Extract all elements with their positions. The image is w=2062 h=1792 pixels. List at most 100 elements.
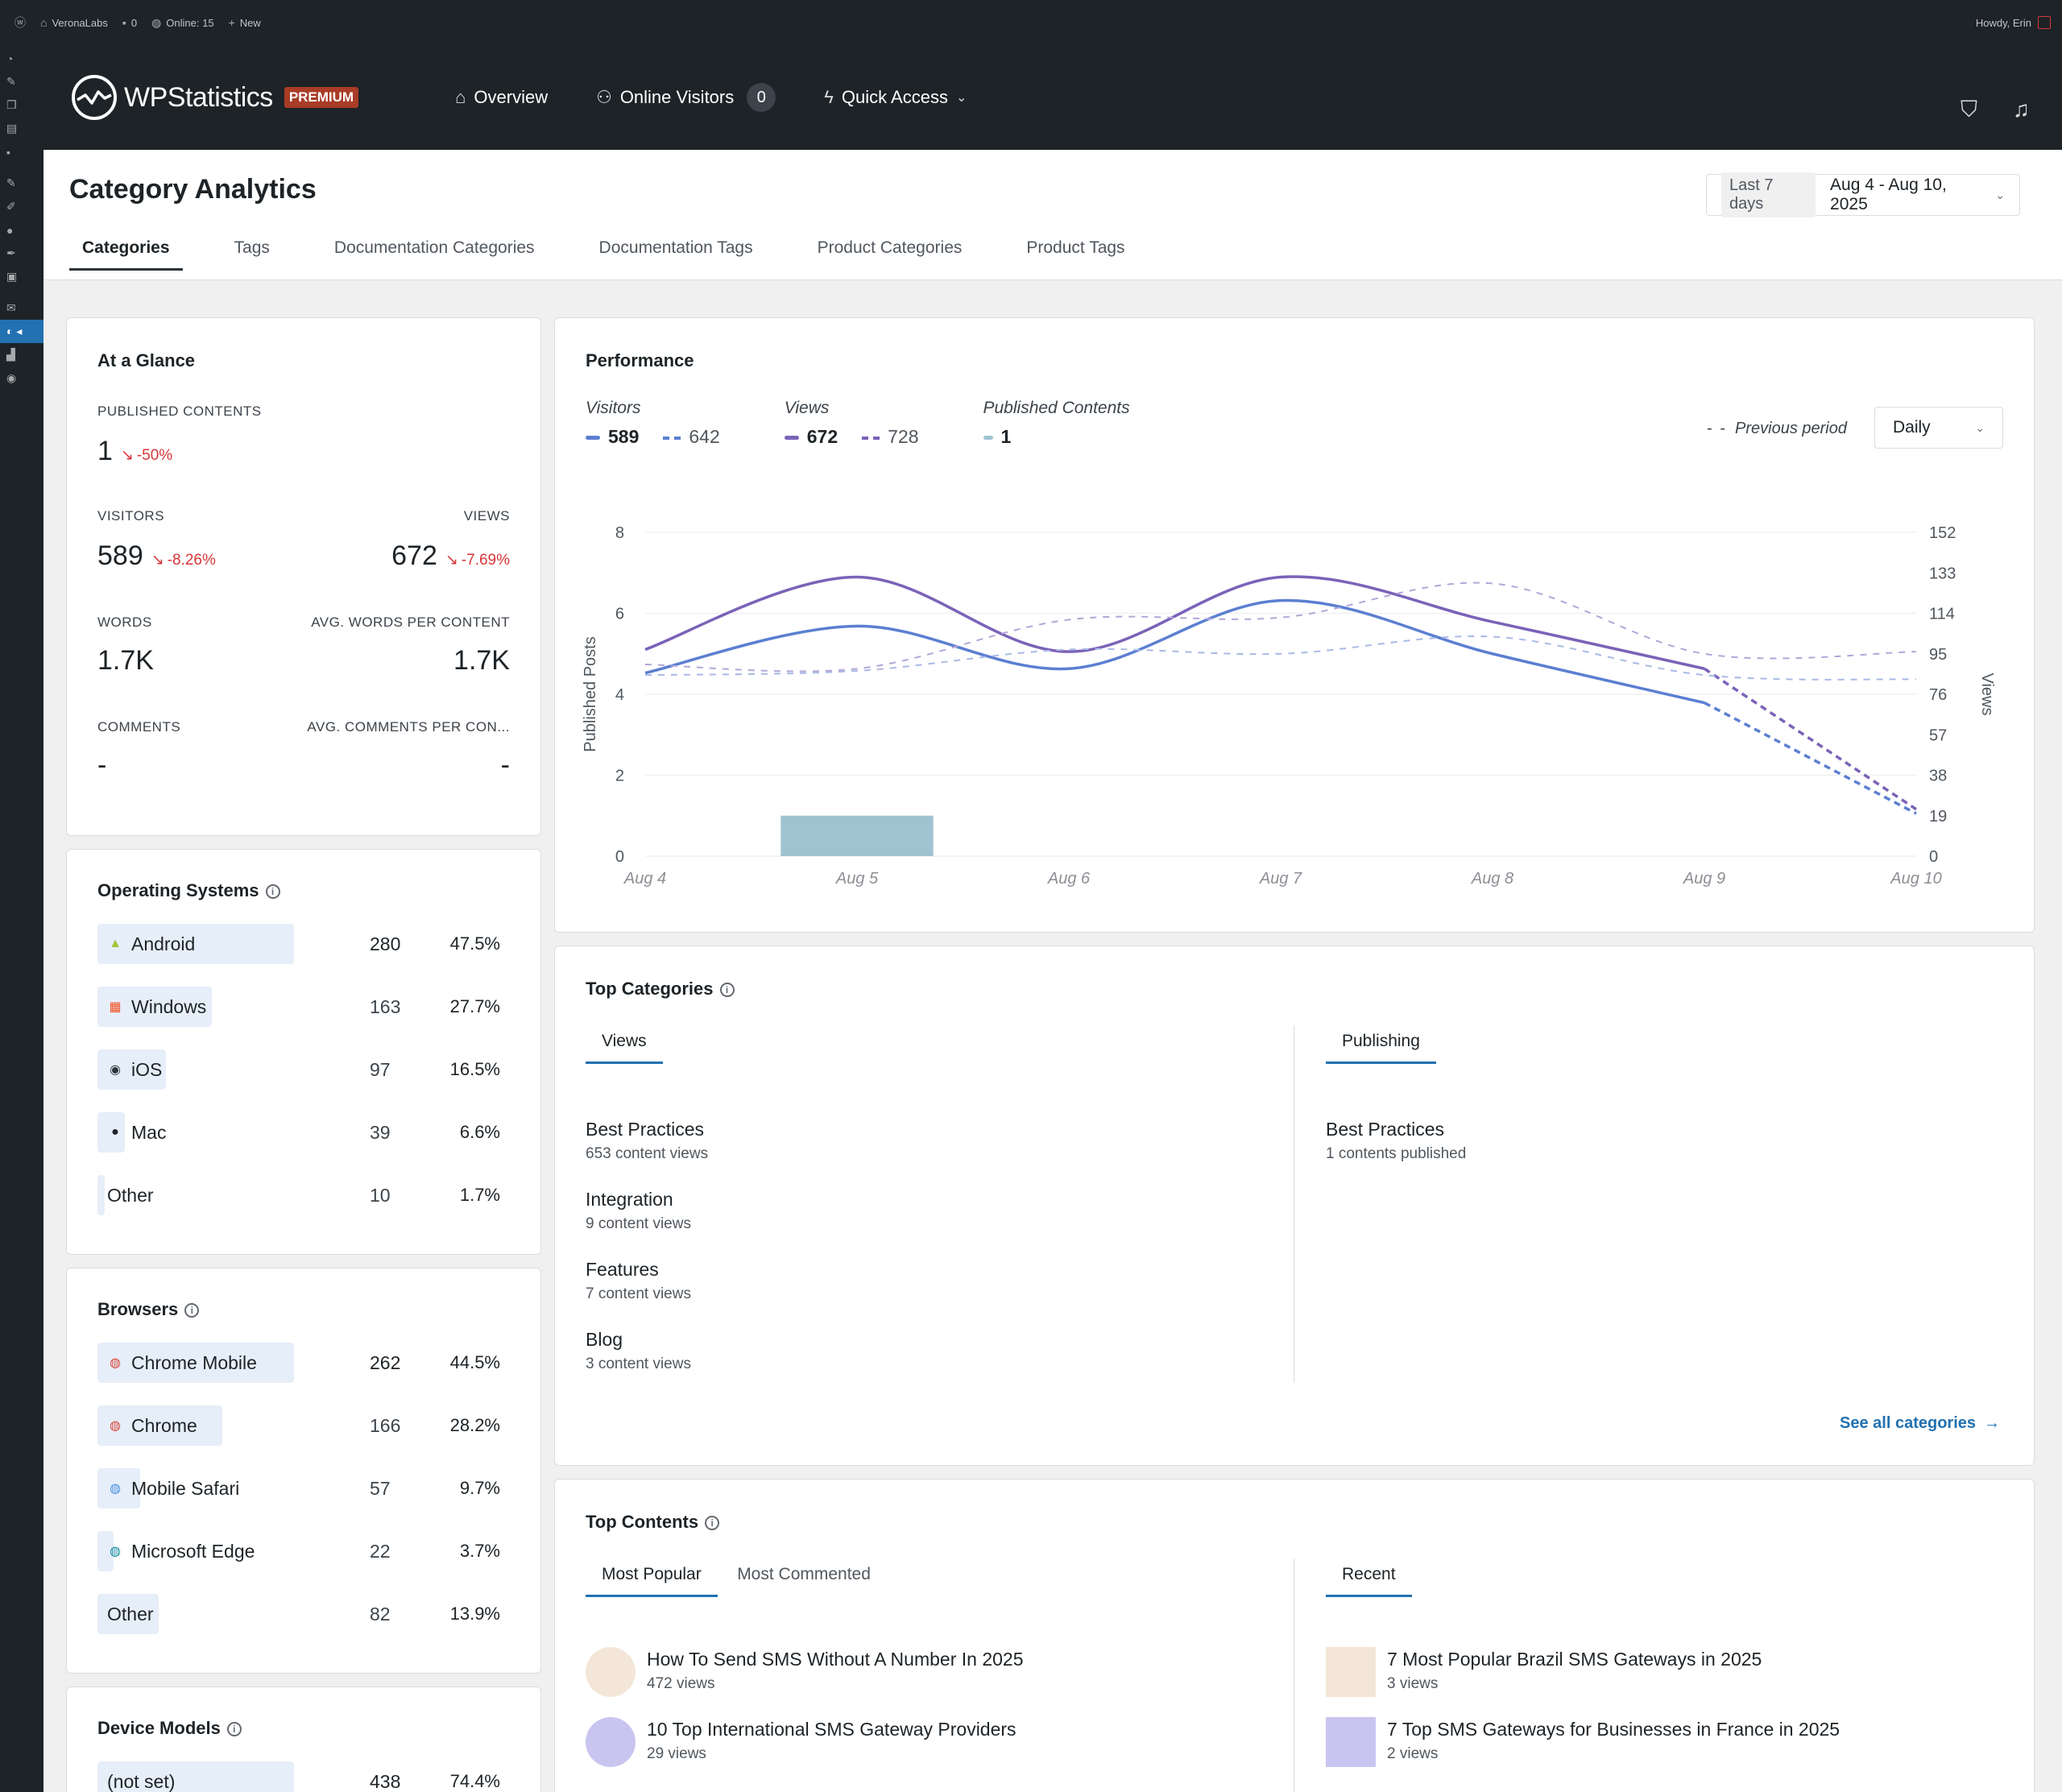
online-link[interactable]: ◍ Online: 15 <box>151 15 214 29</box>
list-item[interactable]: ◍ Chrome Mobile 262 44.5% <box>97 1341 500 1384</box>
bell-icon[interactable]: ♫ <box>2013 96 2030 122</box>
list-item[interactable]: How To Send SMS Without A Number In 2025… <box>586 1647 1024 1697</box>
legend-published[interactable]: Published Contents 1 <box>983 399 1130 447</box>
nav-online-visitors[interactable]: ⚇ Online Visitors 0 <box>596 83 776 112</box>
info-icon[interactable]: i <box>719 983 735 998</box>
page-header: Category Analytics Last 7 days Aug 4 - A… <box>43 150 2062 280</box>
tab-publishing[interactable]: Publishing <box>1326 1032 1436 1064</box>
bar-pill: ◍ Chrome Mobile <box>97 1343 294 1383</box>
tab-documentation-categories[interactable]: Documentation Categories <box>333 238 535 257</box>
chrome-icon: ◍ <box>110 1419 121 1433</box>
tab-product-tags[interactable]: Product Tags <box>1026 238 1125 257</box>
list-item[interactable]: ◉ iOS 97 16.5% <box>97 1048 500 1091</box>
list-item[interactable]: Other 10 1.7% <box>97 1173 500 1217</box>
tools-icon[interactable]: ✒ <box>6 246 16 259</box>
visitors-incomplete-segment <box>1704 701 1917 815</box>
chart-icon[interactable]: ▟ <box>6 348 15 361</box>
x-tick-label: Aug 4 <box>623 870 666 888</box>
site-name-link[interactable]: ⌂ VeronaLabs <box>40 16 108 29</box>
list-item[interactable]: (not set) 438 74.4% <box>97 1760 500 1792</box>
info-icon[interactable]: i <box>226 1722 242 1737</box>
see-all-categories-link[interactable]: See all categories → <box>1840 1414 2000 1432</box>
new-link[interactable]: + New <box>228 16 261 29</box>
tab-views[interactable]: Views <box>586 1032 663 1064</box>
statistics-icon[interactable]: ◐ ◂ <box>0 320 43 343</box>
bar-fill <box>97 1175 105 1215</box>
settings-icon[interactable]: ▣ <box>6 270 18 283</box>
performance-card: Performance Visitors 589 642 Views 672 7… <box>554 317 2035 933</box>
tab-most-popular[interactable]: Most Popular <box>586 1565 718 1597</box>
list-item[interactable]: Other 82 13.9% <box>97 1592 500 1636</box>
appearance-icon[interactable]: ✎ <box>6 176 16 189</box>
wp-statistics-logo[interactable]: WPStatistics PREMIUM <box>71 74 359 121</box>
list-item[interactable]: ◍ Microsoft Edge 22 3.7% <box>97 1529 500 1573</box>
tab-tags[interactable]: Tags <box>234 238 270 257</box>
tab-documentation-tags[interactable]: Documentation Tags <box>598 238 753 257</box>
nav-quick-access[interactable]: ϟ Quick Access ⌄ <box>824 87 967 107</box>
avg-words-value: 1.7K <box>453 645 510 676</box>
item-title: 7 Most Popular Brazil SMS Gateways in 20… <box>1387 1649 1762 1670</box>
comments-icon[interactable]: ▪ <box>6 145 10 159</box>
device-models-card: Device Models i (not set) 438 74.4% <box>66 1686 541 1792</box>
item-meta: 3 content views <box>586 1355 691 1372</box>
chrome-icon: ◍ <box>110 1356 121 1370</box>
list-item[interactable]: ● Mac 39 6.6% <box>97 1111 500 1154</box>
list-item[interactable]: ◍ Chrome 166 28.2% <box>97 1404 500 1447</box>
pages-icon[interactable]: ▤ <box>6 122 18 135</box>
item-meta: 1 contents published <box>1326 1145 1467 1162</box>
legend-visitors[interactable]: Visitors 589 642 <box>586 399 720 447</box>
nav-overview[interactable]: ⌂ Overview <box>455 87 549 107</box>
mail-icon[interactable]: ✉ <box>6 301 16 314</box>
published-bar <box>780 815 934 856</box>
list-item[interactable]: 7 Top SMS Gateways for Businesses in Fra… <box>1326 1717 1840 1767</box>
list-item[interactable]: Blog 3 content views <box>586 1329 691 1373</box>
wordpress-logo-icon[interactable]: ⓦ <box>14 16 26 29</box>
info-icon[interactable]: i <box>265 884 280 900</box>
admin-bar: ⓦ ⌂ VeronaLabs ▪ 0 ◍ Online: 15 + New Howdy,… <box>0 0 2062 45</box>
count: 438 <box>370 1770 401 1792</box>
list-item[interactable]: Best Practices 1 contents published <box>1326 1119 1466 1163</box>
bar-fill <box>97 1112 125 1153</box>
list-item[interactable]: ▲ Android 280 47.5% <box>97 922 500 966</box>
plugin-header: WPStatistics PREMIUM ⌂ Overview ⚇ Online V… <box>43 45 2062 150</box>
y-right-tick-label: 152 <box>1929 524 1956 542</box>
plugins-icon[interactable]: ✐ <box>6 200 16 213</box>
percentage: 6.6% <box>459 1122 500 1142</box>
list-item[interactable]: 10 Top International SMS Gateway Provide… <box>586 1717 1017 1767</box>
bar-fill <box>97 1594 159 1634</box>
bar-fill <box>97 1468 140 1509</box>
my-account[interactable]: Howdy, Erin <box>1976 16 2051 29</box>
info-icon[interactable]: i <box>184 1303 200 1318</box>
shield-alert-icon[interactable]: ⛉ <box>1960 96 1977 122</box>
percentage: 1.7% <box>459 1185 500 1205</box>
tab-recent[interactable]: Recent <box>1326 1565 1412 1597</box>
dashboard-icon[interactable]: ◔ <box>6 52 14 65</box>
list-item[interactable]: Integration 9 content views <box>586 1189 691 1233</box>
users-icon[interactable]: ● <box>6 223 14 237</box>
comments-link[interactable]: ▪ 0 <box>122 16 138 29</box>
list-item[interactable]: ◍ Mobile Safari 57 9.7% <box>97 1467 500 1510</box>
interval-select[interactable]: Daily ⌄ <box>1874 407 2003 449</box>
list-item[interactable]: Best Practices 653 content views <box>586 1119 708 1163</box>
legend-views[interactable]: Views 672 728 <box>784 399 919 447</box>
tab-most-commented[interactable]: Most Commented <box>737 1565 871 1583</box>
tab-categories[interactable]: Categories <box>69 238 183 271</box>
tab-product-categories[interactable]: Product Categories <box>817 238 963 257</box>
info-icon[interactable]: i <box>705 1516 720 1531</box>
item-meta: 29 views <box>647 1745 706 1762</box>
percentage: 44.5% <box>449 1352 500 1372</box>
previous-period-label: - - Previous period <box>1707 420 1847 437</box>
card-title: Operating Systems i <box>97 880 280 901</box>
pin-icon[interactable]: ✎ <box>6 75 16 88</box>
item-title: Integration <box>586 1189 673 1210</box>
media-icon[interactable]: ❐ <box>6 98 17 111</box>
list-item[interactable]: ▦ Windows 163 27.7% <box>97 985 500 1028</box>
item-title: Features <box>586 1259 659 1280</box>
circle-icon[interactable]: ◉ <box>6 371 17 384</box>
list-item[interactable]: 7 Most Popular Brazil SMS Gateways in 20… <box>1326 1647 1762 1697</box>
date-range-picker[interactable]: Last 7 days Aug 4 - Aug 10, 2025 ⌄ <box>1706 172 2020 217</box>
list-item[interactable]: Features 7 content views <box>586 1259 691 1303</box>
previous-period-line <box>644 635 1917 681</box>
main-nav: ⌂ Overview ⚇ Online Visitors 0 ϟ Quick Acces… <box>455 83 967 112</box>
card-title: Top Categories i <box>586 979 735 999</box>
